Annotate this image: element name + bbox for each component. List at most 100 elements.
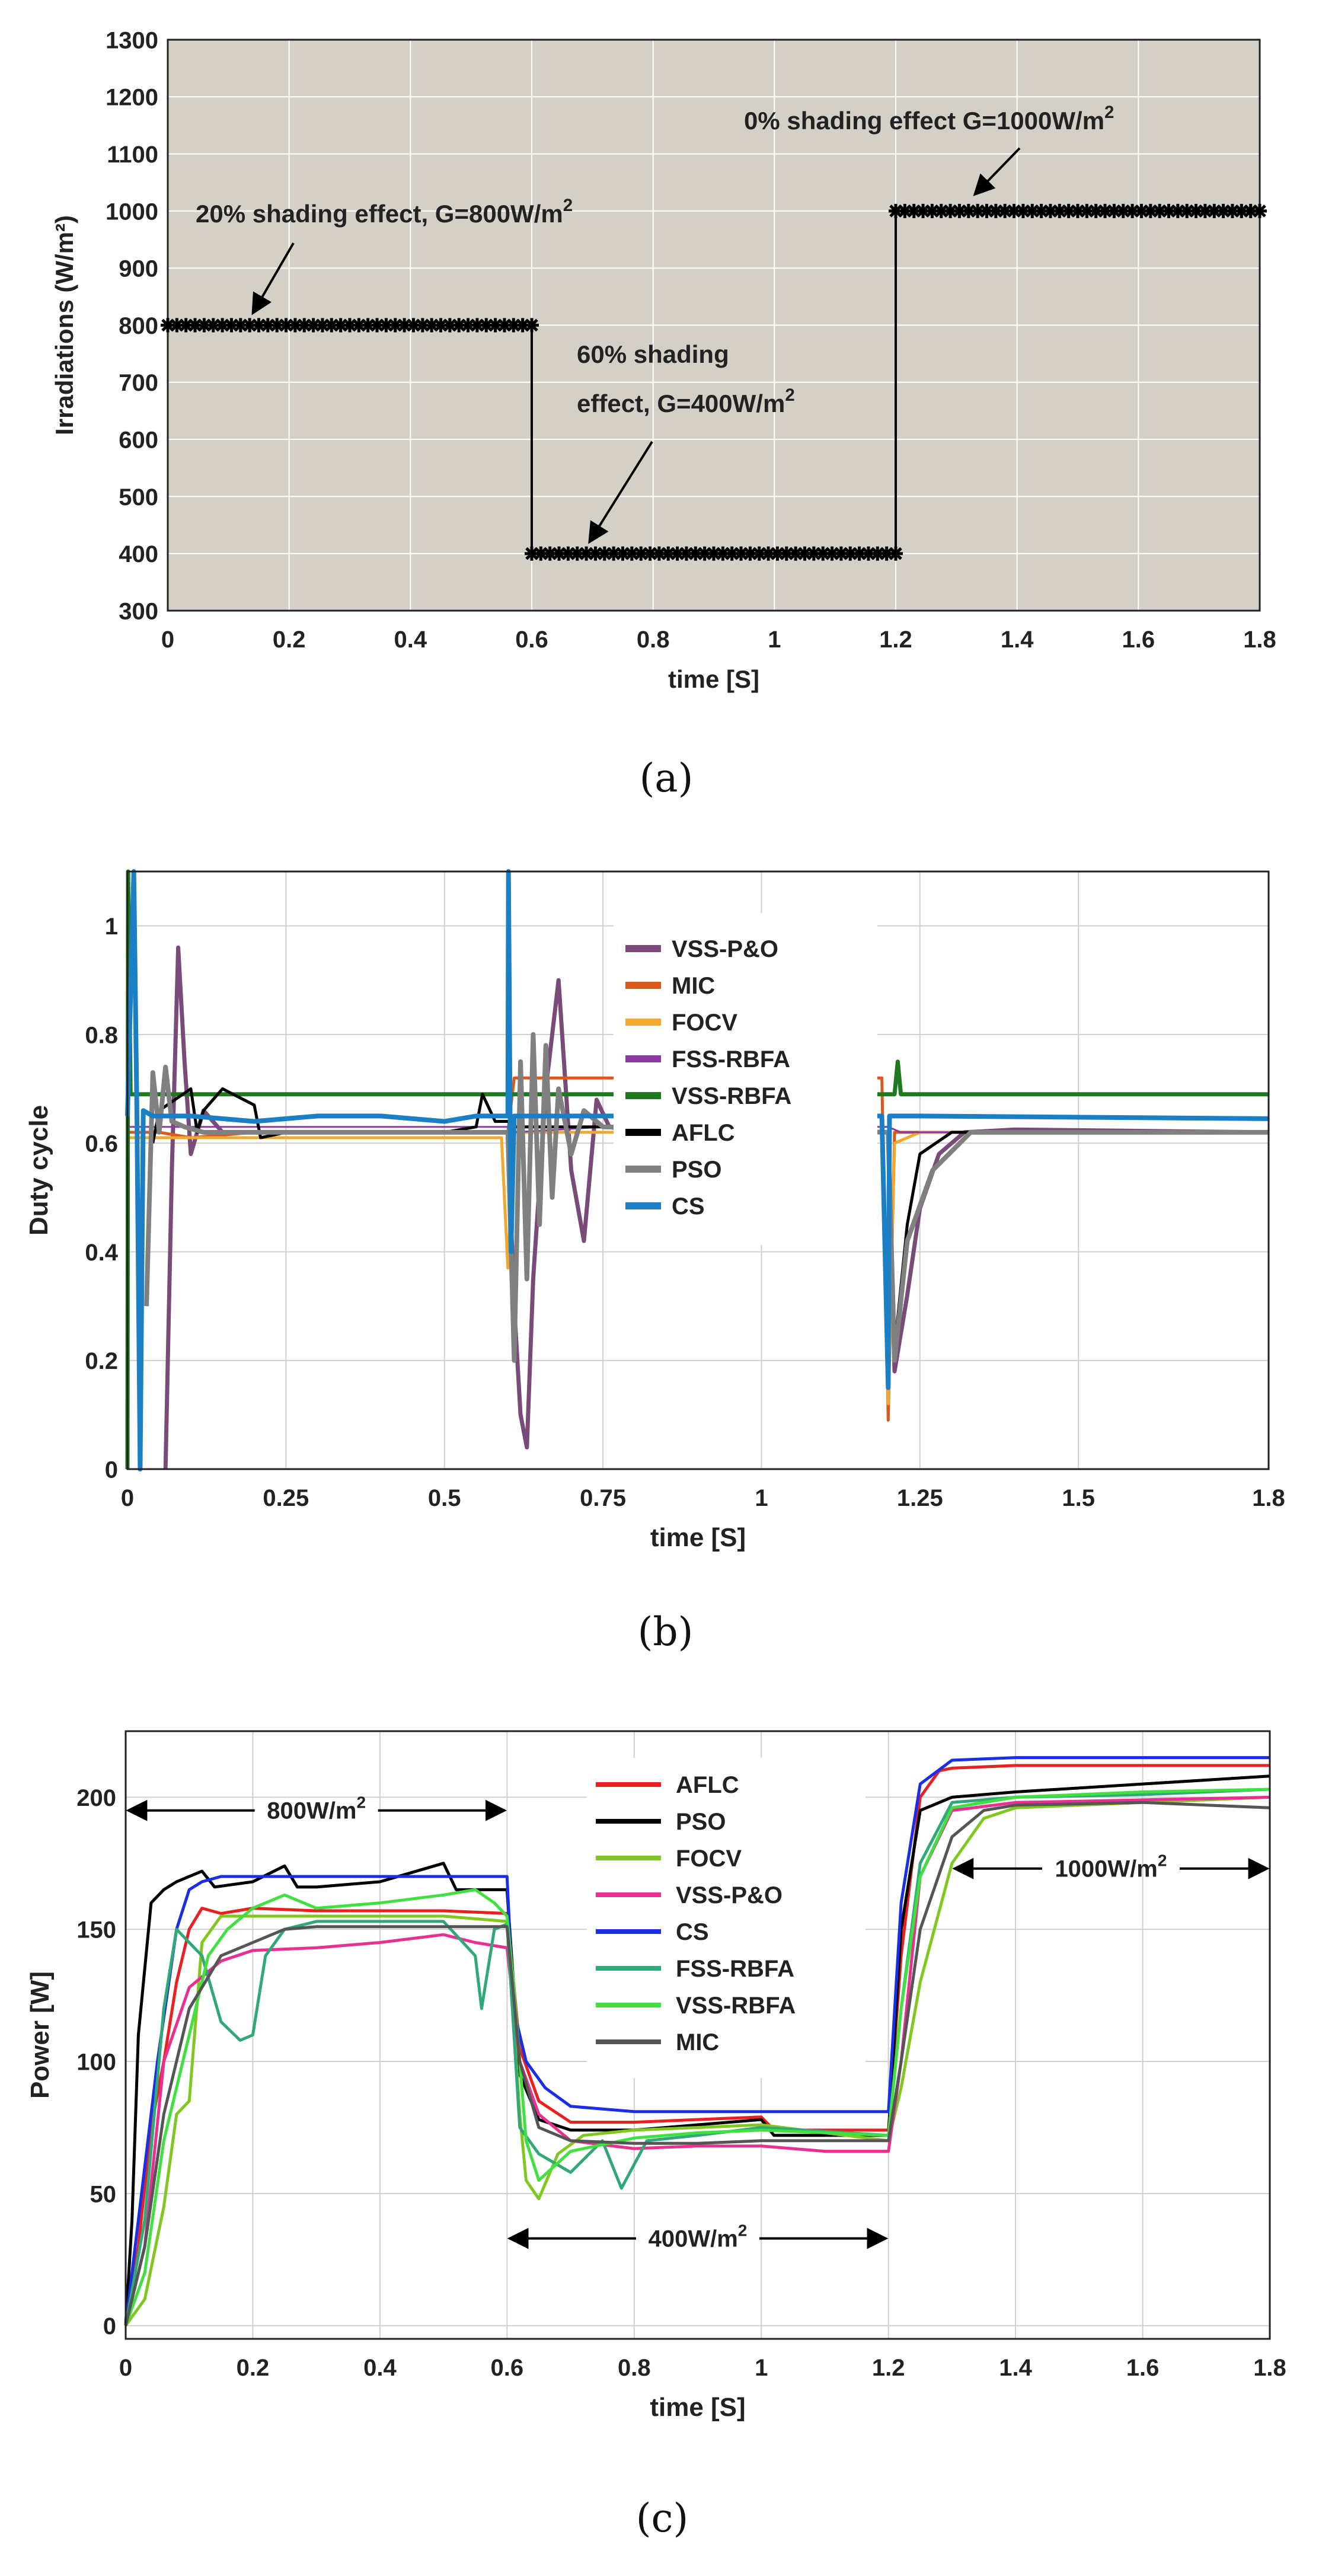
annotation-0-percent-sup: 2 — [1104, 103, 1114, 122]
step-marker — [260, 318, 275, 333]
step-marker — [679, 546, 694, 561]
chart-b: 0 0.25 0.5 0.75 1 1.25 1.5 1.8 0 0.2 0.4 0.6 0.8 1 tim… — [24, 869, 1285, 1655]
x-tick-label: 1.4 — [999, 2355, 1032, 2381]
step-marker — [388, 318, 403, 333]
annotation-irradiance-1-text: 400W/m — [649, 2226, 738, 2252]
legend-label: VSS-RBFA — [676, 1993, 796, 2019]
step-marker — [552, 546, 567, 561]
step-marker — [643, 546, 657, 561]
step-marker — [1180, 203, 1195, 218]
step-marker — [479, 318, 494, 333]
step-marker — [461, 318, 475, 333]
step-marker — [597, 546, 612, 561]
legend-label: FOCV — [672, 1010, 737, 1036]
series-pso — [144, 1032, 1269, 1363]
step-marker — [1234, 203, 1249, 218]
legend-label: MIC — [676, 2029, 719, 2055]
step-marker — [752, 546, 767, 561]
legend-label: CS — [676, 1919, 709, 1945]
x-tick-label: 0 — [161, 627, 174, 653]
step-marker — [889, 203, 903, 218]
annotation-arrow-60-percent — [588, 440, 653, 544]
x-tick-label: 1.8 — [1243, 627, 1276, 653]
step-marker — [988, 203, 1003, 218]
annotation-arrow-20-percent — [251, 242, 295, 315]
step-marker — [1071, 203, 1085, 218]
step-marker — [688, 546, 703, 561]
y-tick-label: 0 — [105, 1457, 118, 1483]
step-marker — [306, 318, 321, 333]
y-tick-label: 200 — [76, 1785, 116, 1811]
x-tick-label: 0 — [121, 1485, 134, 1511]
step-marker — [634, 546, 649, 561]
x-tick-label: 0.8 — [637, 627, 670, 653]
step-marker — [506, 318, 521, 333]
step-marker — [233, 318, 248, 333]
y-tick-label: 900 — [119, 256, 158, 282]
step-marker — [224, 318, 239, 333]
step-marker — [707, 546, 721, 561]
chart-a: 0 0.2 0.4 0.6 0.8 1 1.2 1.4 1.6 1.8 300 400 500 600 70… — [50, 27, 1276, 801]
annotation-irradiance-0-text: 800W/m — [267, 1798, 356, 1824]
y-tick-label: 50 — [90, 2181, 117, 2207]
y-tick-label: 700 — [119, 370, 158, 396]
step-marker — [579, 546, 594, 561]
annotation-60-percent-line2: effect, G=400W/m2 — [577, 385, 795, 417]
step-marker — [397, 318, 412, 333]
legend-box — [614, 913, 877, 1245]
step-marker — [206, 318, 221, 333]
step-marker — [970, 203, 985, 218]
legend-label: FOCV — [676, 1846, 742, 1872]
step-marker — [379, 318, 394, 333]
y-tick-label: 100 — [76, 2049, 116, 2075]
step-marker — [661, 546, 676, 561]
step-marker — [270, 318, 285, 333]
x-tick-label: 1.6 — [1122, 627, 1155, 653]
y-tick-label: 0.6 — [85, 1131, 118, 1157]
step-marker — [697, 546, 712, 561]
annotation-60-percent-line2-sup: 2 — [785, 385, 794, 405]
x-tick-label: 0.4 — [363, 2355, 397, 2381]
step-marker — [1216, 203, 1231, 218]
step-marker — [1088, 203, 1103, 218]
step-marker — [433, 318, 448, 333]
step-marker — [315, 318, 330, 333]
legend-label: MIC — [672, 973, 715, 999]
annotation-arrow-0-percent — [973, 147, 1021, 196]
step-marker — [1098, 203, 1113, 218]
x-tick-label: 0.2 — [273, 627, 306, 653]
step-marker — [761, 546, 776, 561]
step-marker — [343, 318, 357, 333]
legend-label: FSS-RBFA — [672, 1046, 790, 1072]
x-tick-label: 1.8 — [1253, 2355, 1286, 2381]
step-marker — [1025, 203, 1040, 218]
x-tick-label: 1.4 — [1001, 627, 1034, 653]
annotation-0-percent: 0% shading effect G=1000W/m2 — [744, 103, 1114, 135]
step-marker — [952, 203, 967, 218]
step-marker — [1253, 203, 1267, 218]
step-marker — [570, 546, 585, 561]
step-marker — [870, 546, 885, 561]
y-tick-label: 500 — [119, 484, 158, 510]
step-marker — [525, 318, 539, 333]
step-marker — [961, 203, 976, 218]
step-marker — [1170, 203, 1185, 218]
x-tick-label: 1.2 — [872, 2355, 905, 2381]
y-tick-label: 800 — [119, 313, 158, 339]
x-tick-label: 1 — [755, 2355, 768, 2381]
step-marker — [833, 546, 848, 561]
y-axis-label: Duty cycle — [24, 1105, 53, 1236]
y-tick-label: 0.4 — [85, 1240, 118, 1266]
step-marker — [1015, 203, 1030, 218]
step-marker — [943, 203, 958, 218]
step-marker — [1152, 203, 1167, 218]
chart-c: 0 0.2 0.4 0.6 0.8 1 1.2 1.4 1.6 1.8 0 50 100 150 200 ti… — [25, 1730, 1286, 2541]
x-tick-label: 0 — [119, 2355, 132, 2381]
step-marker — [816, 546, 831, 561]
x-tick-label: 1.2 — [879, 627, 912, 653]
x-axis-label: time [S] — [650, 2393, 745, 2422]
step-marker — [525, 546, 539, 561]
step-marker — [806, 546, 821, 561]
step-marker — [1116, 203, 1130, 218]
